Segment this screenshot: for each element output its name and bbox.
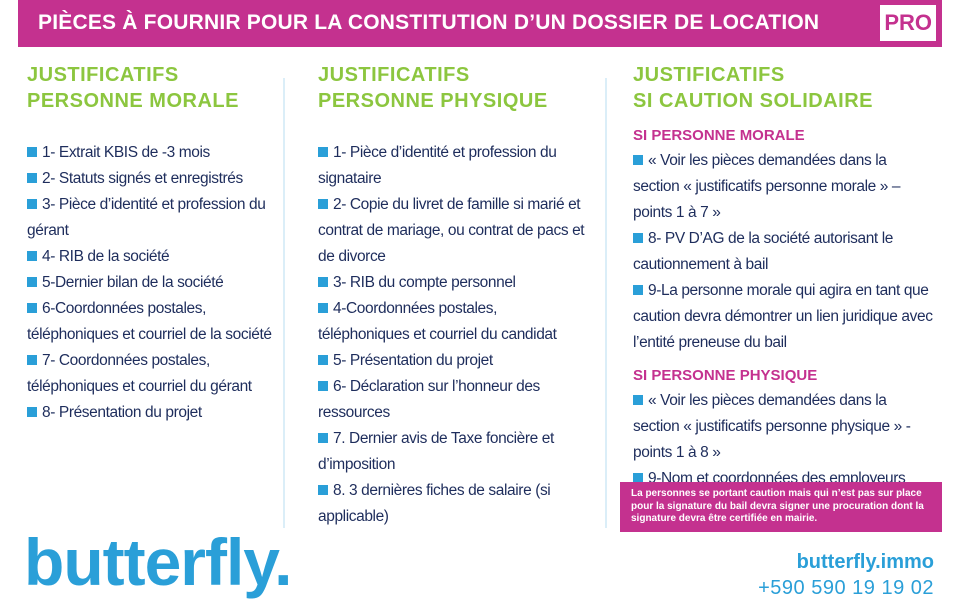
separator <box>283 78 285 528</box>
title: PIÈCES À FOURNIR POUR LA CONSTITUTION D’… <box>38 11 820 34</box>
item-text: 7. Dernier avis de Taxe foncière et d’im… <box>318 430 554 473</box>
list-item: 1- Extrait KBIS de -3 mois <box>27 140 272 166</box>
list-item: 8- Présentation du projet <box>27 400 272 426</box>
list-item: 9-La personne morale qui agira en tant q… <box>633 278 933 356</box>
phone: +590 590 19 19 02 <box>758 577 934 599</box>
list-item: 8. 3 dernières fiches de salaire (si app… <box>318 478 586 530</box>
bullet <box>318 199 328 209</box>
item-text: 8- Présentation du projet <box>42 404 202 421</box>
list-item: 4- RIB de la société <box>27 244 272 270</box>
item-text: 4-Coordonnées postales, téléphoniques et… <box>318 300 557 343</box>
item-text: 4- RIB de la société <box>42 248 170 265</box>
sections: SI PERSONNE MORALE « Voir les pièces dema… <box>633 124 933 518</box>
item-text: 8. 3 dernières fiches de salaire (si app… <box>318 482 551 525</box>
item-text: 2- Statuts signés et enregistrés <box>42 170 243 187</box>
bullet <box>318 277 328 287</box>
bullet <box>27 147 37 157</box>
bullet <box>318 485 328 495</box>
item-text: « Voir les pièces demandées dans la sect… <box>633 392 911 461</box>
item-text: 6-Coordonnées postales, téléphoniques et… <box>27 300 272 343</box>
list-item: « Voir les pièces demandées dans la sect… <box>633 148 933 226</box>
column: JUSTIFICATIFS PERSONNE MORALE 1- Extrait K… <box>27 62 272 426</box>
heading-line: PERSONNE PHYSIQUE <box>318 90 548 112</box>
bullet <box>318 303 328 313</box>
separator <box>605 78 607 528</box>
item-text: 1- Extrait KBIS de -3 mois <box>42 144 210 161</box>
column: JUSTIFICATIFS SI CAUTION SOLIDAIRE SI PERS… <box>633 62 933 518</box>
list-item: 2- Copie du livret de famille si marié e… <box>318 192 586 270</box>
heading-line: PERSONNE MORALE <box>27 90 239 112</box>
website: butterfly.immo <box>796 551 934 573</box>
list-item: 3- Pièce d’identité et profession du gér… <box>27 192 272 244</box>
bullet <box>633 395 643 405</box>
brand: butterfly. <box>24 525 292 599</box>
column-heading: JUSTIFICATIFS SI CAUTION SOLIDAIRE <box>633 62 933 114</box>
bullet <box>633 473 643 483</box>
heading-line: SI CAUTION SOLIDAIRE <box>633 90 874 112</box>
bullet <box>27 407 37 417</box>
bullet <box>633 155 643 165</box>
header-bar: PIÈCES À FOURNIR POUR LA CONSTITUTION D’… <box>18 0 942 47</box>
item-text: 7- Coordonnées postales, téléphoniques e… <box>27 352 252 395</box>
list-item: 7- Coordonnées postales, téléphoniques e… <box>27 348 272 400</box>
note: La personnes se portant caution mais qui… <box>620 482 942 532</box>
item-text: 2- Copie du livret de famille si marié e… <box>318 196 585 265</box>
bullet <box>27 277 37 287</box>
item-text: 6- Déclaration sur l’honneur des ressour… <box>318 378 540 421</box>
list-item: 4-Coordonnées postales, téléphoniques et… <box>318 296 586 348</box>
section-title: SI PERSONNE PHYSIQUE <box>633 367 818 384</box>
list-item: 6- Déclaration sur l’honneur des ressour… <box>318 374 586 426</box>
list-item: 2- Statuts signés et enregistrés <box>27 166 272 192</box>
item-list: 1- Extrait KBIS de -3 mois 2- Statuts sig… <box>27 140 272 426</box>
item-text: « Voir les pièces demandées dans la sect… <box>633 152 901 221</box>
list-item: 8- PV D’AG de la société autorisant le c… <box>633 226 933 278</box>
badge: PRO <box>880 5 936 41</box>
bullet <box>633 233 643 243</box>
column: JUSTIFICATIFS PERSONNE PHYSIQUE 1- Pièce d… <box>318 62 586 530</box>
bullet <box>27 199 37 209</box>
bullet <box>633 285 643 295</box>
list-item: 5- Présentation du projet <box>318 348 586 374</box>
item-text: 9-La personne morale qui agira en tant q… <box>633 282 933 351</box>
list-item: 6-Coordonnées postales, téléphoniques et… <box>27 296 272 348</box>
item-text: 1- Pièce d’identité et profession du sig… <box>318 144 557 187</box>
bullet <box>318 433 328 443</box>
bullet <box>27 251 37 261</box>
item-text: 3- RIB du compte personnel <box>333 274 516 291</box>
list-item: « Voir les pièces demandées dans la sect… <box>633 388 933 466</box>
bullet <box>318 355 328 365</box>
heading-line: JUSTIFICATIFS <box>633 64 785 86</box>
bullet <box>27 355 37 365</box>
heading-line: JUSTIFICATIFS <box>318 64 470 86</box>
section: SI PERSONNE MORALE « Voir les pièces dema… <box>633 124 933 356</box>
bullet <box>27 173 37 183</box>
bullet <box>27 303 37 313</box>
item-text: 5- Présentation du projet <box>333 352 493 369</box>
heading-line: JUSTIFICATIFS <box>27 64 179 86</box>
column-heading: JUSTIFICATIFS PERSONNE PHYSIQUE <box>318 62 586 114</box>
list-item: 3- RIB du compte personnel <box>318 270 586 296</box>
item-list: 1- Pièce d’identité et profession du sig… <box>318 140 586 530</box>
item-text: 5-Dernier bilan de la société <box>42 274 224 291</box>
list-item: 1- Pièce d’identité et profession du sig… <box>318 140 586 192</box>
bullet <box>318 147 328 157</box>
list-item: 5-Dernier bilan de la société <box>27 270 272 296</box>
section-title: SI PERSONNE MORALE <box>633 127 805 144</box>
bullet <box>318 381 328 391</box>
item-text: 3- Pièce d’identité et profession du gér… <box>27 196 266 239</box>
list-item: 7. Dernier avis de Taxe foncière et d’im… <box>318 426 586 478</box>
column-heading: JUSTIFICATIFS PERSONNE MORALE <box>27 62 272 114</box>
item-text: 8- PV D’AG de la société autorisant le c… <box>633 230 893 273</box>
